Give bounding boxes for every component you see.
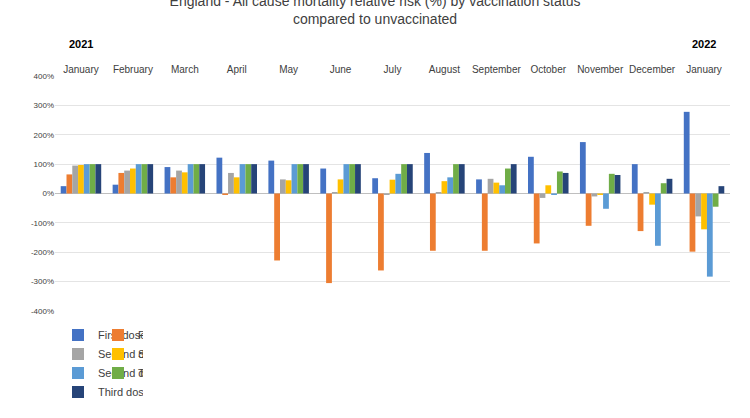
svg-text:August: August [429,64,460,75]
svg-text:First dose at least 21 days a: First dose at least 21 days ago [138,329,143,341]
svg-text:England - All cause mortality: England - All cause mortality relative r… [170,0,581,27]
svg-text:September: September [472,64,522,75]
svg-text:October: October [530,64,566,75]
svg-text:November: November [577,64,624,75]
svg-text:2022: 2022 [692,38,716,50]
svg-text:January: January [63,64,99,75]
svg-text:-100%: -100% [31,219,54,228]
svg-text:April: April [227,64,247,75]
svg-text:-300%: -300% [31,277,54,286]
svg-text:March: March [171,64,199,75]
svg-text:100%: 100% [34,160,54,169]
svg-text:-200%: -200% [31,248,54,257]
svg-text:-400%: -400% [31,307,54,316]
svg-text:200%: 200% [34,131,54,140]
svg-text:Second dose between 21 days an: Second dose between 21 days and 6 months… [138,348,143,360]
svg-text:0%: 0% [42,189,54,198]
svg-text:Second dose Less than 21 days: Second dose Less than 21 days ago [98,348,143,360]
svg-text:Third dose or booster, at leas: Third dose or booster, at least 21 days … [98,386,143,398]
svg-text:First dose Less than 21 days a: First dose Less than 21 days ago [98,329,143,341]
svg-text:Third dose or booster, less th: Third dose or booster, less than 21 days… [138,367,143,379]
svg-text:May: May [279,64,298,75]
svg-text:Second dose at least 6 months: Second dose at least 6 months ago [98,367,143,379]
svg-text:2021: 2021 [69,38,93,50]
svg-text:February: February [113,64,153,75]
svg-text:June: June [330,64,352,75]
svg-text:December: December [629,64,676,75]
svg-text:July: July [384,64,402,75]
svg-text:January: January [686,64,722,75]
svg-text:400%: 400% [34,72,54,81]
svg-text:300%: 300% [34,101,54,110]
